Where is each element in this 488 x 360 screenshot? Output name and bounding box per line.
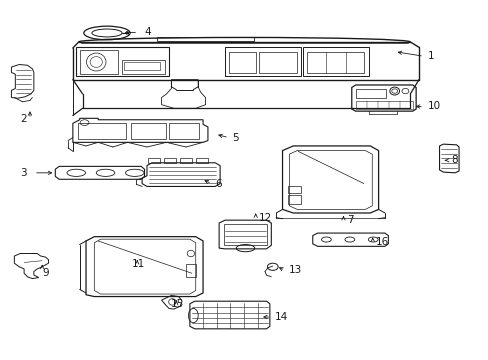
Bar xyxy=(288,186,300,193)
Bar xyxy=(80,50,118,74)
Bar xyxy=(78,123,126,139)
Bar xyxy=(157,37,254,41)
Bar xyxy=(180,158,192,163)
Text: 12: 12 xyxy=(259,213,272,222)
Bar xyxy=(259,51,297,73)
Bar xyxy=(303,47,368,76)
Bar xyxy=(355,89,385,98)
Bar xyxy=(306,51,364,73)
Bar xyxy=(288,195,300,204)
Bar xyxy=(224,47,300,76)
Bar xyxy=(228,51,255,73)
Text: 10: 10 xyxy=(427,102,440,112)
Bar xyxy=(123,62,160,69)
Text: 6: 6 xyxy=(215,179,222,189)
Bar xyxy=(185,264,195,277)
Text: 11: 11 xyxy=(131,259,144,269)
Text: 8: 8 xyxy=(451,155,457,165)
Bar xyxy=(196,158,208,163)
Text: 9: 9 xyxy=(42,268,49,278)
Text: 14: 14 xyxy=(274,312,287,322)
Bar xyxy=(148,158,160,163)
Bar xyxy=(131,123,165,139)
Bar xyxy=(163,158,176,163)
Text: 15: 15 xyxy=(170,299,183,309)
Text: 16: 16 xyxy=(375,237,388,247)
Bar xyxy=(355,101,412,109)
Text: 7: 7 xyxy=(346,215,353,225)
Text: 3: 3 xyxy=(20,168,27,178)
Bar xyxy=(224,224,266,245)
Bar xyxy=(76,47,168,76)
Text: 2: 2 xyxy=(20,114,27,124)
Text: 1: 1 xyxy=(427,51,433,61)
Bar xyxy=(168,123,199,139)
Text: 5: 5 xyxy=(232,133,239,143)
Bar xyxy=(122,60,164,74)
Text: 4: 4 xyxy=(144,27,151,37)
Text: 13: 13 xyxy=(288,265,301,275)
